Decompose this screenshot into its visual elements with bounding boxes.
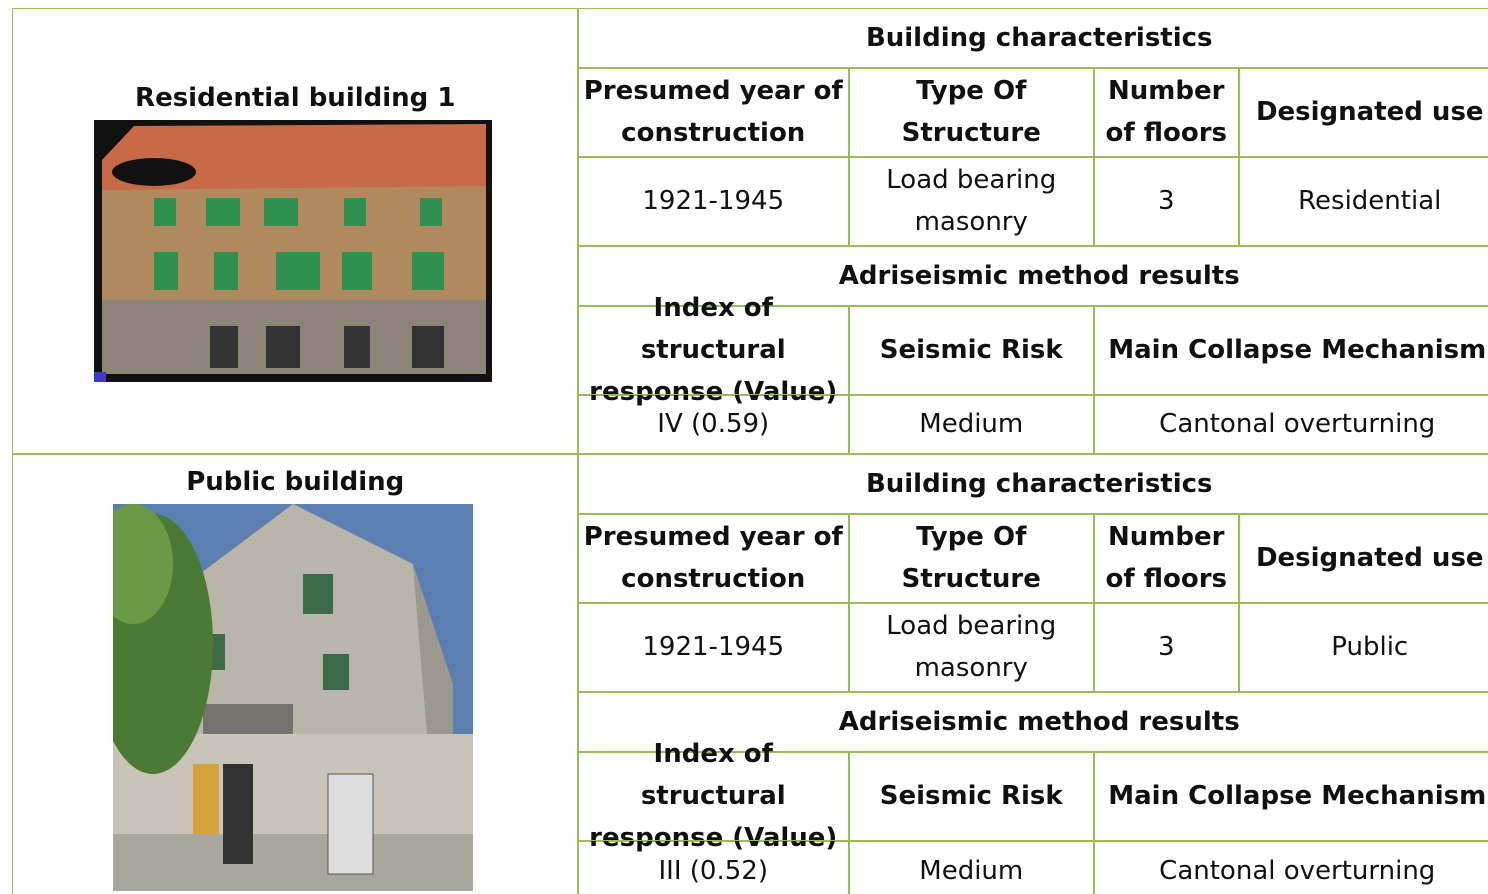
building-name: Residential building 1 bbox=[135, 83, 456, 113]
column-header: Index of structural response (Value) bbox=[577, 293, 850, 407]
column-header: Index of structural response (Value) bbox=[577, 739, 850, 853]
cell-value: Cantonal overturning bbox=[1093, 394, 1488, 455]
column-header: Seismic Risk bbox=[848, 305, 1095, 396]
section-title: Adriseismic method results bbox=[577, 691, 1488, 753]
building-name: Public building bbox=[186, 467, 405, 497]
cell-value: Load bearing masonry bbox=[848, 602, 1095, 693]
building-cell: Public building bbox=[12, 453, 579, 894]
building-cell: Residential building 1 bbox=[12, 8, 579, 455]
column-header: Designated use bbox=[1238, 67, 1488, 158]
column-header: Main Collapse Mechanism bbox=[1093, 751, 1488, 842]
cell-value: Load bearing masonry bbox=[848, 156, 1095, 247]
cell-value: IV (0.59) bbox=[577, 394, 850, 455]
cell-value: Medium bbox=[848, 394, 1095, 455]
residential-photo bbox=[94, 120, 492, 382]
column-header: Number of floors bbox=[1093, 513, 1240, 604]
cell-value: 3 bbox=[1093, 156, 1240, 247]
cell-value: 1921-1945 bbox=[577, 602, 850, 693]
section-title: Adriseismic method results bbox=[577, 245, 1488, 307]
section-title: Building characteristics bbox=[577, 8, 1488, 69]
column-header: Designated use bbox=[1238, 513, 1488, 604]
column-header: Main Collapse Mechanism bbox=[1093, 305, 1488, 396]
cell-value: III (0.52) bbox=[577, 840, 850, 894]
column-header: Number of floors bbox=[1093, 67, 1240, 158]
public-photo bbox=[113, 504, 473, 891]
column-header: Presumed year of construction bbox=[577, 67, 850, 158]
cell-value: 3 bbox=[1093, 602, 1240, 693]
cell-value: 1921-1945 bbox=[577, 156, 850, 247]
column-header: Presumed year of construction bbox=[577, 513, 850, 604]
column-header: Type Of Structure bbox=[848, 67, 1095, 158]
cell-value: Medium bbox=[848, 840, 1095, 894]
section-title: Building characteristics bbox=[577, 453, 1488, 515]
column-header: Type Of Structure bbox=[848, 513, 1095, 604]
cell-value: Cantonal overturning bbox=[1093, 840, 1488, 894]
column-header: Seismic Risk bbox=[848, 751, 1095, 842]
cell-value: Residential bbox=[1238, 156, 1488, 247]
cell-value: Public bbox=[1238, 602, 1488, 693]
